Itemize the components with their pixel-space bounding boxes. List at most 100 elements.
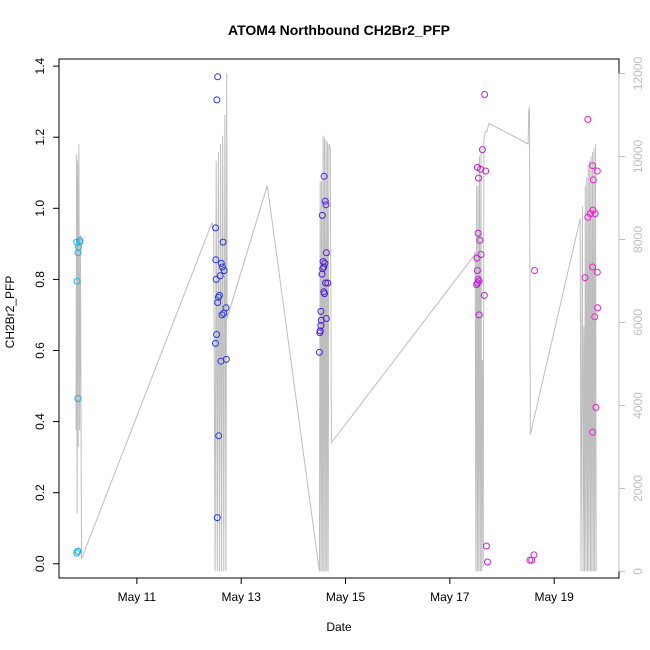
data-point (531, 267, 539, 274)
data-point (316, 327, 324, 335)
data-point (216, 272, 224, 280)
data-point (73, 277, 81, 285)
y2-tick-label: 12000 (631, 57, 645, 91)
y-tick-label: 0.8 (33, 271, 47, 288)
y-axis-label: CH2Br2_PFP (3, 276, 17, 349)
data-point (478, 146, 486, 154)
data-point (475, 174, 482, 182)
altitude-line-series (75, 73, 597, 572)
data-point (317, 322, 325, 330)
data-point (321, 197, 329, 205)
data-point (322, 201, 330, 209)
data-point (594, 304, 602, 312)
data-point (473, 267, 481, 274)
data-point (212, 339, 219, 347)
data-point (74, 249, 82, 257)
axes-layer: May 11 May 13 May 15 May 17 May 19 0.0 0.2 0.4 0… (33, 57, 645, 604)
y2-tick-label: 6000 (631, 309, 645, 336)
data-point (222, 304, 230, 312)
data-point (220, 267, 228, 274)
data-point (212, 224, 219, 232)
plot-frame (58, 58, 620, 579)
data-point (584, 115, 592, 123)
chart-title: ATOM4 Northbound CH2Br2_PFP (228, 22, 450, 38)
data-point (482, 167, 490, 175)
y-tick-label: 0.6 (33, 342, 47, 359)
data-point (213, 514, 221, 522)
x-tick-label: May 17 (430, 590, 470, 604)
data-point (476, 236, 484, 244)
data-point (592, 403, 600, 411)
data-point (74, 547, 82, 555)
data-point (322, 249, 330, 257)
y-tick-label: 1.2 (33, 129, 47, 146)
data-point (482, 542, 490, 550)
y2-tick-label: 4000 (631, 392, 645, 419)
data-point (589, 162, 597, 170)
data-point (321, 259, 329, 267)
data-point (214, 299, 222, 306)
data-point (212, 275, 220, 283)
data-point (73, 238, 81, 246)
data-point (216, 291, 223, 299)
data-point (214, 73, 222, 81)
data-point (474, 229, 482, 237)
data-point (480, 291, 488, 299)
data-point (581, 274, 589, 282)
data-point (322, 315, 330, 322)
data-point (213, 96, 221, 104)
x-tick-label: May 11 (118, 590, 157, 604)
data-point (319, 258, 327, 266)
data-point (222, 355, 230, 363)
data-point (213, 331, 221, 338)
y-tick-label: 0.0 (33, 555, 47, 572)
altitude-line-layer (75, 73, 597, 572)
y-tick-label: 1.0 (33, 200, 47, 217)
y-tick-label: 0.4 (33, 413, 47, 430)
x-tick-label: May 15 (326, 590, 366, 604)
y2-tick-label: 10000 (631, 139, 645, 173)
data-point (477, 251, 485, 258)
x-axis-label: Date (326, 620, 352, 634)
y2-tick-label: 8000 (631, 226, 645, 253)
data-point (215, 432, 223, 440)
data-point (589, 206, 597, 214)
data-points-layer (73, 73, 602, 566)
data-point (593, 167, 601, 175)
x-tick-label: May 13 (222, 590, 262, 604)
data-point (317, 307, 325, 315)
x-tick-label: May 19 (534, 590, 574, 604)
data-point (219, 238, 227, 246)
data-point (320, 172, 328, 180)
data-point (474, 275, 482, 283)
data-point (74, 395, 82, 402)
y-tick-label: 1.4 (33, 57, 47, 74)
data-point (473, 254, 481, 262)
data-point (218, 311, 226, 319)
data-point (218, 263, 226, 271)
data-point (475, 311, 483, 319)
data-point (318, 270, 326, 278)
data-point (322, 279, 330, 287)
data-point (315, 348, 323, 356)
data-point (320, 263, 328, 271)
data-point (593, 268, 601, 276)
data-point (214, 293, 222, 301)
data-point (324, 279, 332, 287)
data-point (591, 313, 599, 321)
data-point (530, 551, 538, 559)
data-point (484, 558, 491, 566)
data-point (589, 263, 597, 271)
data-point (76, 236, 84, 244)
data-point (589, 176, 597, 184)
y2-tick-label: 2000 (631, 475, 645, 502)
data-point (591, 210, 599, 218)
y2-tick-label: 0 (631, 568, 645, 575)
data-point (212, 256, 220, 264)
data-point (321, 290, 328, 298)
y-tick-label: 0.2 (33, 484, 47, 501)
data-point (318, 211, 326, 219)
data-point (473, 279, 481, 287)
data-point (481, 91, 489, 98)
